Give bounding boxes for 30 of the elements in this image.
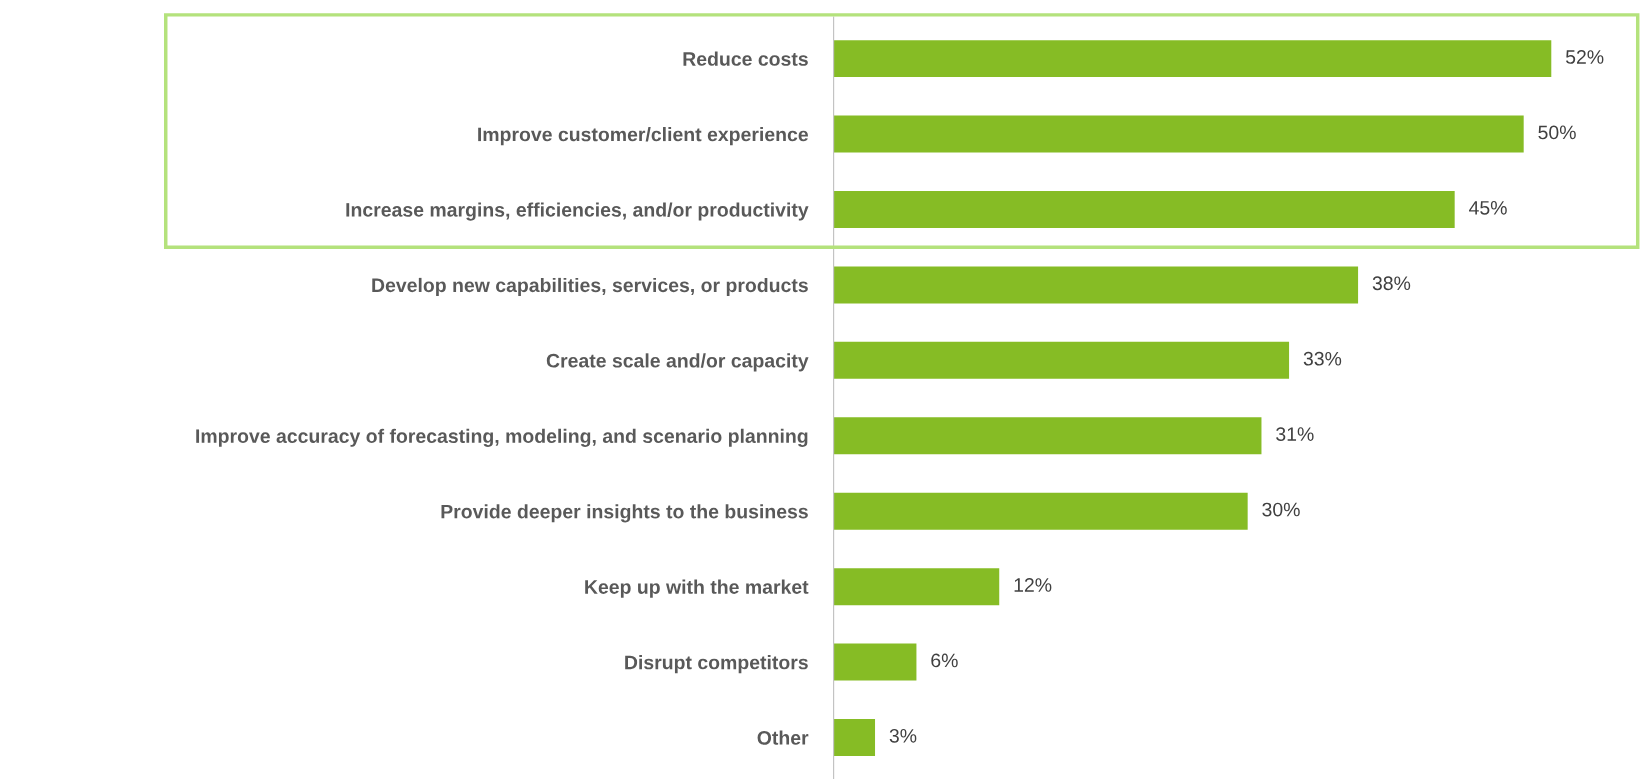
data-label: 3% — [889, 728, 917, 743]
bar — [833, 191, 1455, 228]
bar — [833, 568, 1000, 606]
bar — [833, 266, 1359, 304]
y-tick-label: Improve accuracy of forecasting, modeling, and scenario planning — [196, 428, 808, 447]
data-label: 52% — [1565, 50, 1604, 64]
y-tick-label: Keep up with the market — [585, 579, 809, 598]
y-tick-label: Other — [757, 730, 809, 745]
bar — [833, 115, 1524, 153]
y-tick-label: Develop new capabilities, services, or products — [372, 277, 808, 296]
data-label: 6% — [931, 653, 958, 668]
bar — [833, 643, 917, 681]
data-label: 12% — [1014, 578, 1052, 592]
bar — [833, 417, 1262, 455]
y-tick-label: Create scale and/or capacity — [546, 353, 809, 372]
data-label: 45% — [1469, 201, 1507, 215]
bar — [833, 40, 1552, 78]
bar — [833, 719, 876, 756]
data-label: 38% — [1372, 276, 1411, 291]
y-tick-label: Increase margins, efficiencies, and/or productivity — [346, 202, 809, 221]
data-label: 31% — [1276, 427, 1314, 441]
data-label: 30% — [1262, 502, 1300, 517]
data-label: 33% — [1303, 351, 1342, 366]
y-tick-label: Provide deeper insights to the business — [441, 504, 808, 523]
y-tick-label: Disrupt competitors — [625, 655, 808, 674]
y-tick-label: Reduce costs — [683, 51, 808, 66]
bar — [833, 492, 1248, 530]
data-label: 50% — [1538, 125, 1576, 140]
y-tick-label: Improve customer/client experience — [478, 127, 808, 146]
bar — [833, 341, 1290, 379]
